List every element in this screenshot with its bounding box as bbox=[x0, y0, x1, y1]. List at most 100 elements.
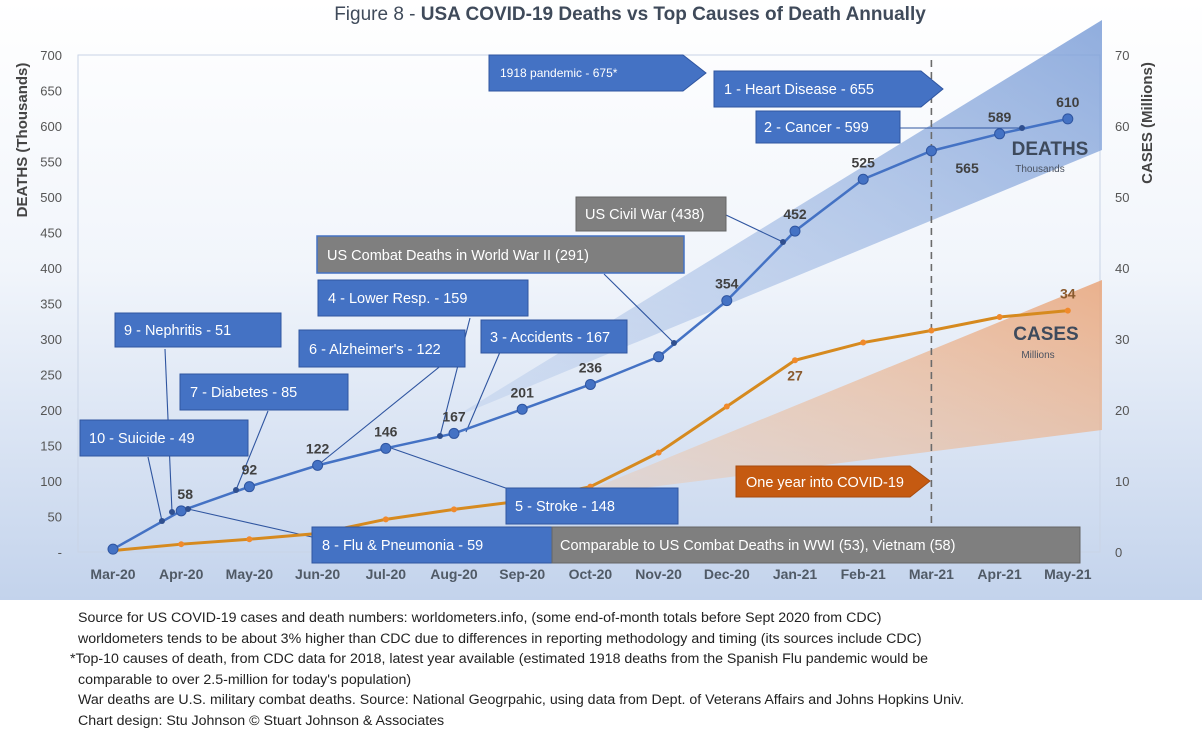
x-tick-label: Feb-21 bbox=[841, 566, 886, 582]
note-war-deaths: War deaths are U.S. military combat deat… bbox=[78, 692, 965, 709]
deaths-point bbox=[175, 505, 187, 517]
dot-suicide bbox=[159, 518, 165, 524]
diabetes-label: 7 - Diabetes - 85 bbox=[190, 385, 297, 401]
left-tick-label: 700 bbox=[40, 48, 62, 63]
deaths-data-label: 354 bbox=[715, 276, 739, 292]
note-source: Source for US COVID-19 cases and death n… bbox=[78, 610, 882, 626]
heart-disease-arrow-shape bbox=[713, 70, 944, 108]
x-tick-label: Oct-20 bbox=[569, 566, 613, 582]
deaths-data-label: 525 bbox=[852, 154, 876, 170]
deaths-point bbox=[994, 128, 1006, 140]
cases-data-label: 27 bbox=[787, 367, 803, 383]
x-tick-label: May-20 bbox=[226, 566, 274, 582]
dot-flu bbox=[185, 506, 191, 512]
cases-projection-fan bbox=[572, 280, 1102, 497]
left-axis-title: DEATHS (Thousands) bbox=[14, 63, 31, 218]
title-main: USA COVID-19 Deaths vs Top Causes of Dea… bbox=[421, 4, 926, 25]
deaths-point bbox=[584, 378, 596, 390]
cases-data-labels: 27 34 bbox=[787, 286, 1076, 384]
ww2-box bbox=[316, 235, 685, 274]
chart-title: Figure 8 - USA COVID-19 Deaths vs Top Ca… bbox=[334, 4, 926, 25]
cases-point bbox=[792, 357, 798, 364]
left-tick-label: 250 bbox=[40, 368, 62, 383]
annotation-stroke: 5 - Stroke - 148 bbox=[505, 487, 679, 525]
x-tick-label: Sep-20 bbox=[499, 566, 545, 582]
annotation-one-year: One year into COVID-19 bbox=[735, 465, 931, 498]
note-chart-design: Chart design: Stu Johnson © Stuart Johns… bbox=[78, 712, 445, 729]
deaths-point bbox=[380, 442, 392, 454]
annotation-heart-disease: 1 - Heart Disease - 655 bbox=[713, 70, 944, 108]
deaths-point bbox=[312, 459, 324, 471]
cases-unit-tag: Millions bbox=[1021, 350, 1054, 361]
cases-point bbox=[382, 516, 389, 523]
annotation-suicide: 10 - Suicide - 49 bbox=[79, 419, 249, 457]
deaths-data-label: 236 bbox=[579, 359, 603, 375]
right-tick-label: 30 bbox=[1115, 332, 1129, 347]
deaths-data-label: 167 bbox=[442, 408, 466, 424]
left-tick-label: 300 bbox=[40, 332, 62, 347]
annotation-ww1-vietnam: Comparable to US Combat Deaths in WWI (5… bbox=[551, 526, 1081, 564]
ww2-label: US Combat Deaths in World War II (291) bbox=[327, 248, 589, 264]
alzheimers-label: 6 - Alzheimer's - 122 bbox=[309, 342, 441, 358]
deaths-point bbox=[243, 481, 255, 493]
right-tick-label: 70 bbox=[1115, 48, 1129, 63]
annotation-nephritis: 9 - Nephritis - 51 bbox=[114, 312, 282, 348]
deaths-point bbox=[1062, 113, 1074, 125]
lower-resp-label: 4 - Lower Resp. - 159 bbox=[328, 291, 467, 307]
x-tick-label: Mar-21 bbox=[909, 566, 954, 582]
deaths-data-label: 589 bbox=[988, 109, 1012, 125]
left-tick-label: 400 bbox=[40, 261, 62, 276]
nephritis-label: 9 - Nephritis - 51 bbox=[124, 323, 231, 339]
right-tick-label: 50 bbox=[1115, 190, 1129, 205]
note-top10-cont: comparable to over 2.5-million for today… bbox=[78, 671, 412, 688]
x-tick-label: May-21 bbox=[1044, 566, 1092, 582]
nephritis-box bbox=[114, 312, 282, 348]
deaths-data-label: 92 bbox=[242, 462, 258, 478]
annotation-flu: 8 - Flu & Pneumonia - 59 bbox=[311, 526, 553, 564]
cases-point bbox=[1064, 307, 1071, 314]
annotation-lower-resp: 4 - Lower Resp. - 159 bbox=[317, 279, 529, 317]
x-axis-ticks: Mar-20 Apr-20 May-20 Jun-20 Jul-20 Aug-20 Sep-… bbox=[90, 566, 1091, 582]
deaths-point bbox=[448, 427, 460, 439]
left-tick-label: 450 bbox=[40, 226, 62, 241]
cases-tag: CASES bbox=[1013, 324, 1078, 345]
deaths-point bbox=[789, 225, 801, 237]
left-axis-title-bold: DEATHS bbox=[14, 157, 31, 218]
diabetes-box bbox=[179, 373, 349, 411]
deaths-unit-tag: Thousands bbox=[1015, 164, 1064, 175]
cases-point bbox=[860, 339, 867, 346]
left-tick-label: 600 bbox=[40, 119, 62, 134]
x-tick-label: Jan-21 bbox=[773, 566, 818, 582]
x-tick-label: Apr-20 bbox=[159, 566, 204, 582]
right-tick-label: 0 bbox=[1115, 545, 1122, 560]
leader-ww2 bbox=[603, 273, 675, 344]
deaths-point bbox=[107, 543, 119, 555]
note-top10: *Top-10 causes of death, from CDC data f… bbox=[70, 651, 929, 668]
left-axis-ticks: - 50 100 150 200 250 300 350 400 450 500 550 600 650 7… bbox=[40, 48, 62, 560]
annotation-alzheimers: 6 - Alzheimer's - 122 bbox=[298, 329, 466, 368]
deaths-data-label: 610 bbox=[1056, 94, 1080, 110]
leader-diabetes bbox=[235, 410, 269, 491]
accidents-box bbox=[480, 319, 628, 354]
dot-diabetes bbox=[233, 487, 239, 493]
left-tick-label: 50 bbox=[48, 510, 62, 525]
pandemic-label: 1918 pandemic - 675* bbox=[500, 66, 618, 80]
right-tick-label: 10 bbox=[1115, 474, 1129, 489]
pandemic-arrow-shape bbox=[488, 54, 707, 92]
right-tick-label: 60 bbox=[1115, 119, 1129, 134]
right-tick-label: 40 bbox=[1115, 261, 1129, 276]
suicide-label: 10 - Suicide - 49 bbox=[89, 431, 195, 447]
deaths-data-label: 452 bbox=[783, 206, 807, 222]
annotation-diabetes: 7 - Diabetes - 85 bbox=[179, 373, 349, 411]
connector-dots bbox=[159, 125, 1025, 524]
x-tick-label: Aug-20 bbox=[430, 566, 478, 582]
one-year-label: One year into COVID-19 bbox=[746, 475, 904, 491]
dot-nephritis bbox=[169, 509, 175, 515]
deaths-point bbox=[516, 403, 528, 415]
leader-accidents bbox=[465, 351, 501, 433]
flu-box bbox=[311, 526, 553, 564]
deaths-projection-fan bbox=[453, 20, 1102, 418]
ww1-vietnam-label: Comparable to US Combat Deaths in WWI (5… bbox=[560, 538, 955, 554]
stroke-label: 5 - Stroke - 148 bbox=[515, 499, 615, 515]
cases-point bbox=[451, 506, 457, 513]
